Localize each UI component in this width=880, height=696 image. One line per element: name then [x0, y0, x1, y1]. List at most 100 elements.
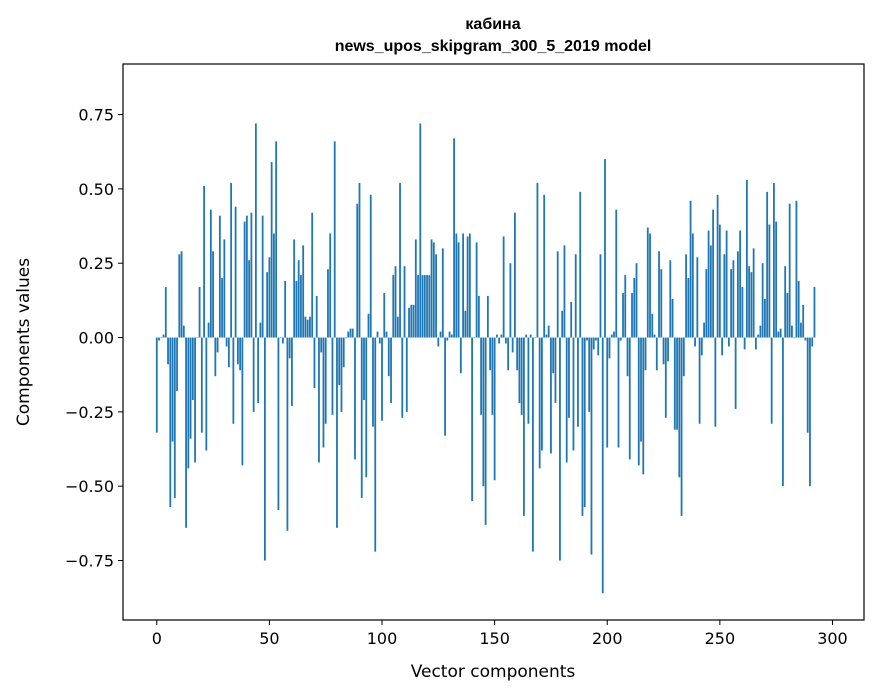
bar — [223, 239, 226, 338]
bar — [507, 337, 510, 371]
bar — [230, 182, 233, 338]
bar — [644, 337, 647, 371]
bar — [595, 337, 597, 341]
bar — [455, 233, 458, 338]
bar — [486, 295, 489, 338]
bar — [662, 337, 665, 365]
bar — [300, 275, 302, 338]
bar — [360, 337, 363, 499]
bar — [367, 313, 370, 338]
bar — [383, 292, 386, 338]
bar — [309, 316, 311, 338]
bar — [459, 337, 462, 374]
bar — [322, 337, 325, 448]
bar — [518, 337, 521, 403]
bar — [198, 286, 201, 338]
bar — [164, 286, 167, 338]
bar — [800, 322, 802, 338]
bar — [417, 275, 419, 338]
bar — [651, 313, 654, 338]
bar — [482, 337, 485, 487]
bar — [529, 334, 532, 338]
bar — [764, 298, 766, 338]
bar — [439, 331, 442, 338]
bar — [209, 209, 212, 338]
bar — [444, 337, 446, 436]
bar — [234, 206, 237, 338]
bar — [291, 337, 293, 406]
bar — [725, 230, 728, 338]
bar — [509, 263, 512, 338]
bar — [568, 337, 570, 418]
bar — [329, 233, 332, 338]
bar — [394, 266, 397, 338]
bar — [646, 227, 649, 338]
bar — [279, 337, 282, 339]
bar — [194, 337, 196, 463]
bar — [390, 337, 392, 403]
bar — [554, 337, 557, 403]
bar — [635, 263, 638, 338]
bar — [676, 337, 678, 430]
bar — [532, 337, 534, 552]
bar — [631, 292, 633, 338]
bar — [784, 266, 787, 338]
bar — [601, 337, 604, 594]
bar — [606, 337, 609, 448]
bar — [286, 337, 289, 531]
bar — [203, 185, 205, 338]
bar — [667, 337, 669, 362]
bar — [227, 337, 230, 368]
bar — [613, 331, 615, 338]
bar — [730, 269, 733, 338]
bar — [696, 257, 699, 338]
bar — [489, 337, 492, 371]
bar — [426, 275, 428, 338]
bar — [727, 337, 730, 347]
bar — [586, 337, 588, 341]
bar — [221, 278, 223, 338]
bar — [604, 159, 606, 338]
bar — [736, 251, 739, 338]
bar — [403, 266, 406, 338]
bar — [673, 337, 676, 430]
bar — [759, 325, 762, 338]
bar — [171, 337, 174, 442]
bar — [655, 337, 658, 371]
bar — [786, 292, 789, 338]
bar — [491, 337, 494, 415]
bar — [273, 233, 275, 338]
bar — [640, 337, 642, 442]
bar — [200, 337, 203, 433]
bar — [205, 337, 208, 451]
bar — [414, 239, 417, 338]
bar — [241, 337, 244, 466]
bar — [318, 337, 320, 463]
bar — [432, 242, 435, 338]
bar — [752, 248, 755, 338]
bar — [617, 337, 620, 448]
bar — [340, 337, 343, 412]
bar — [457, 242, 460, 338]
bar — [754, 337, 757, 350]
bar — [714, 337, 717, 427]
bar — [430, 239, 433, 338]
bar — [682, 337, 685, 377]
y-tick-label: −0.25 — [65, 403, 114, 422]
bar — [284, 281, 287, 338]
bar — [793, 337, 796, 339]
bar — [421, 275, 424, 338]
bar — [408, 307, 410, 338]
y-axis-ticks: −0.75 −0.50 −0.25 0.00 0.25 0.50 0.75 — [65, 106, 123, 571]
bar — [331, 337, 334, 415]
bar — [653, 334, 656, 338]
bar — [527, 337, 530, 424]
x-axis-ticks: 0 50 100 150 200 250 300 — [152, 620, 848, 648]
bar — [718, 224, 721, 338]
bar — [698, 337, 701, 424]
bar — [324, 337, 327, 424]
bar — [610, 334, 613, 338]
bar — [770, 337, 773, 424]
